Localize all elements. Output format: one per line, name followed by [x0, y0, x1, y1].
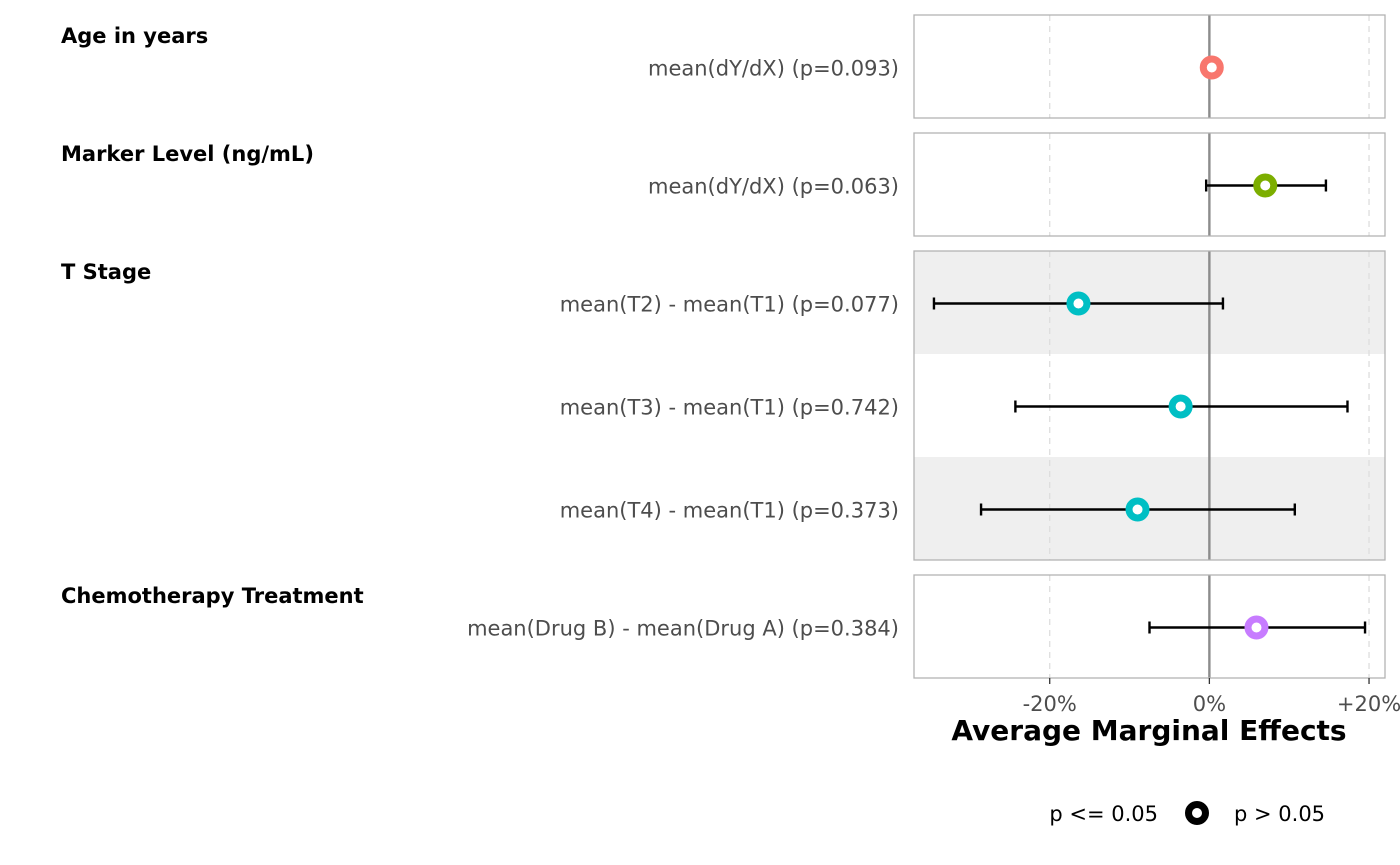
row-label: mean(T3) - mean(T1) (p=0.742) [560, 396, 899, 420]
x-tick-label: -20% [1023, 692, 1077, 716]
point-estimate [1066, 291, 1091, 316]
panel-border [913, 132, 1386, 237]
panels [913, 14, 1386, 679]
facet-panel-3 [913, 250, 1386, 561]
point-estimate [1199, 55, 1224, 80]
panel-border [913, 14, 1386, 119]
legend-marker-hollow [1185, 801, 1209, 825]
x-axis-title: Average Marginal Effects [951, 714, 1346, 747]
point-estimate [1244, 615, 1269, 640]
group-label: Chemotherapy Treatment [61, 584, 364, 608]
row-label: mean(dY/dX) (p=0.063) [648, 175, 899, 199]
panel-border [913, 250, 1386, 561]
group-label: Age in years [61, 24, 208, 48]
row-label: mean(Drug B) - mean(Drug A) (p=0.384) [467, 617, 899, 641]
facet-panel-4 [913, 574, 1386, 679]
legend-label-nonsignificant: p > 0.05 [1234, 802, 1325, 826]
x-tick-label: +20% [1337, 692, 1400, 716]
facet-panel-2 [913, 132, 1386, 237]
facet-panel-1 [913, 14, 1386, 119]
point-estimate [1253, 173, 1278, 198]
row-label: mean(dY/dX) (p=0.093) [648, 57, 899, 81]
row-label: mean(T4) - mean(T1) (p=0.373) [560, 499, 899, 523]
x-tick-label: 0% [1193, 692, 1226, 716]
legend: p <= 0.05 p > 0.05 [1049, 801, 1325, 826]
labels: Age in years mean(dY/dX) (p=0.093) Marker … [61, 24, 899, 641]
point-estimate [1125, 497, 1150, 522]
point-estimate [1168, 394, 1193, 419]
x-axis: -20% 0% +20% [1023, 678, 1400, 716]
group-label: Marker Level (ng/mL) [61, 142, 314, 166]
legend-label-significant: p <= 0.05 [1049, 802, 1158, 826]
panel-border [913, 574, 1386, 679]
group-label: T Stage [61, 260, 151, 284]
row-label: mean(T2) - mean(T1) (p=0.077) [560, 293, 899, 317]
